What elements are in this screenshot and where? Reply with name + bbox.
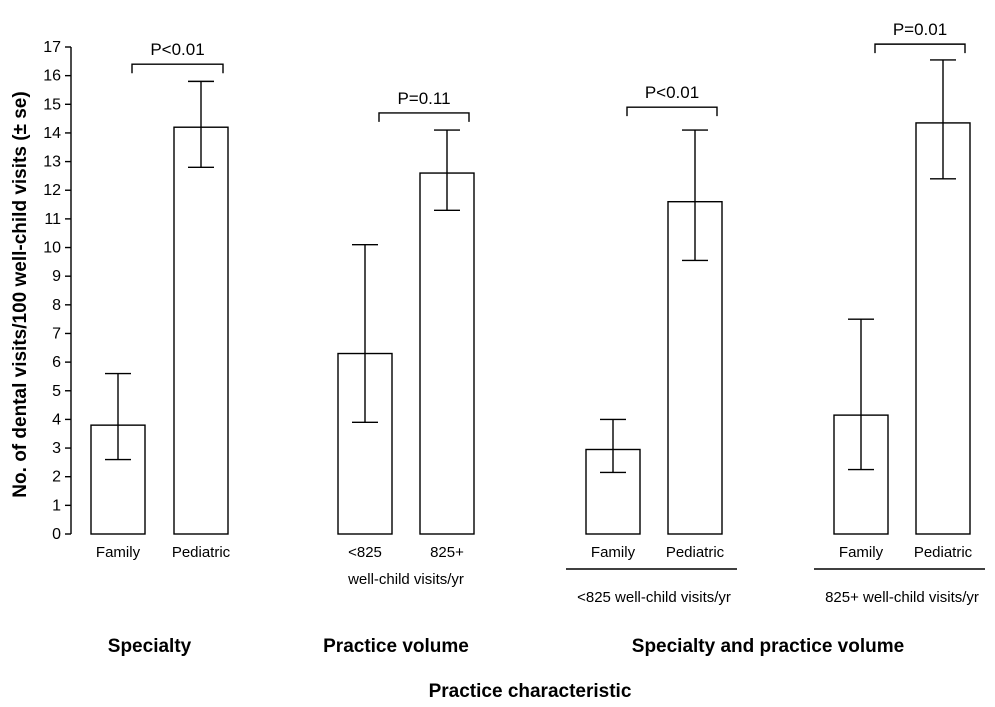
y-tick-label: 6 bbox=[52, 354, 61, 371]
p-value-label: P<0.01 bbox=[645, 83, 699, 102]
bar bbox=[915, 122, 971, 535]
y-tick-label: 15 bbox=[43, 96, 61, 113]
category-label: 825+ bbox=[430, 544, 464, 561]
y-tick-label: 17 bbox=[43, 39, 61, 56]
y-tick-label: 2 bbox=[52, 469, 61, 486]
category-label: Family bbox=[839, 544, 884, 561]
category-label: <825 bbox=[348, 544, 382, 561]
y-tick-label: 10 bbox=[43, 240, 61, 257]
y-tick-label: 16 bbox=[43, 68, 61, 85]
y-tick-label: 12 bbox=[43, 182, 61, 199]
p-value-label: P=0.11 bbox=[397, 89, 450, 108]
bar bbox=[173, 126, 229, 535]
p-value-label: P<0.01 bbox=[150, 40, 204, 59]
y-tick-label: 7 bbox=[52, 325, 61, 342]
sub-group-label: well-child visits/yr bbox=[347, 571, 464, 588]
y-tick-label: 0 bbox=[52, 526, 61, 543]
y-tick-label: 11 bbox=[44, 211, 61, 228]
significance-bracket bbox=[874, 43, 966, 54]
significance-bracket bbox=[626, 106, 718, 117]
y-tick-label: 5 bbox=[52, 383, 61, 400]
y-tick-label: 1 bbox=[52, 497, 61, 514]
y-axis-title: No. of dental visits/100 well-child visi… bbox=[10, 91, 31, 497]
y-tick-label: 14 bbox=[43, 125, 61, 142]
y-tick-label: 3 bbox=[52, 440, 61, 457]
y-tick-label: 4 bbox=[52, 411, 61, 428]
y-tick-label: 13 bbox=[43, 154, 61, 171]
category-label: Pediatric bbox=[914, 544, 973, 561]
y-tick-label: 8 bbox=[52, 297, 61, 314]
significance-bracket bbox=[378, 112, 470, 122]
x-axis-title: Practice characteristic bbox=[429, 681, 632, 702]
category-label: Family bbox=[96, 544, 141, 561]
group-label: Specialty and practice volume bbox=[632, 636, 904, 657]
category-label: Family bbox=[591, 544, 636, 561]
sub-group-label: 825+ well-child visits/yr bbox=[825, 589, 979, 606]
p-value-label: P=0.01 bbox=[893, 20, 947, 39]
bar bbox=[419, 172, 475, 535]
significance-bracket bbox=[131, 63, 224, 74]
group-label: Practice volume bbox=[323, 636, 469, 657]
sub-group-label: <825 well-child visits/yr bbox=[577, 589, 731, 606]
category-label: Pediatric bbox=[666, 544, 725, 561]
y-tick-label: 9 bbox=[52, 268, 61, 285]
category-label: Pediatric bbox=[172, 544, 231, 561]
group-label: Specialty bbox=[108, 636, 192, 657]
